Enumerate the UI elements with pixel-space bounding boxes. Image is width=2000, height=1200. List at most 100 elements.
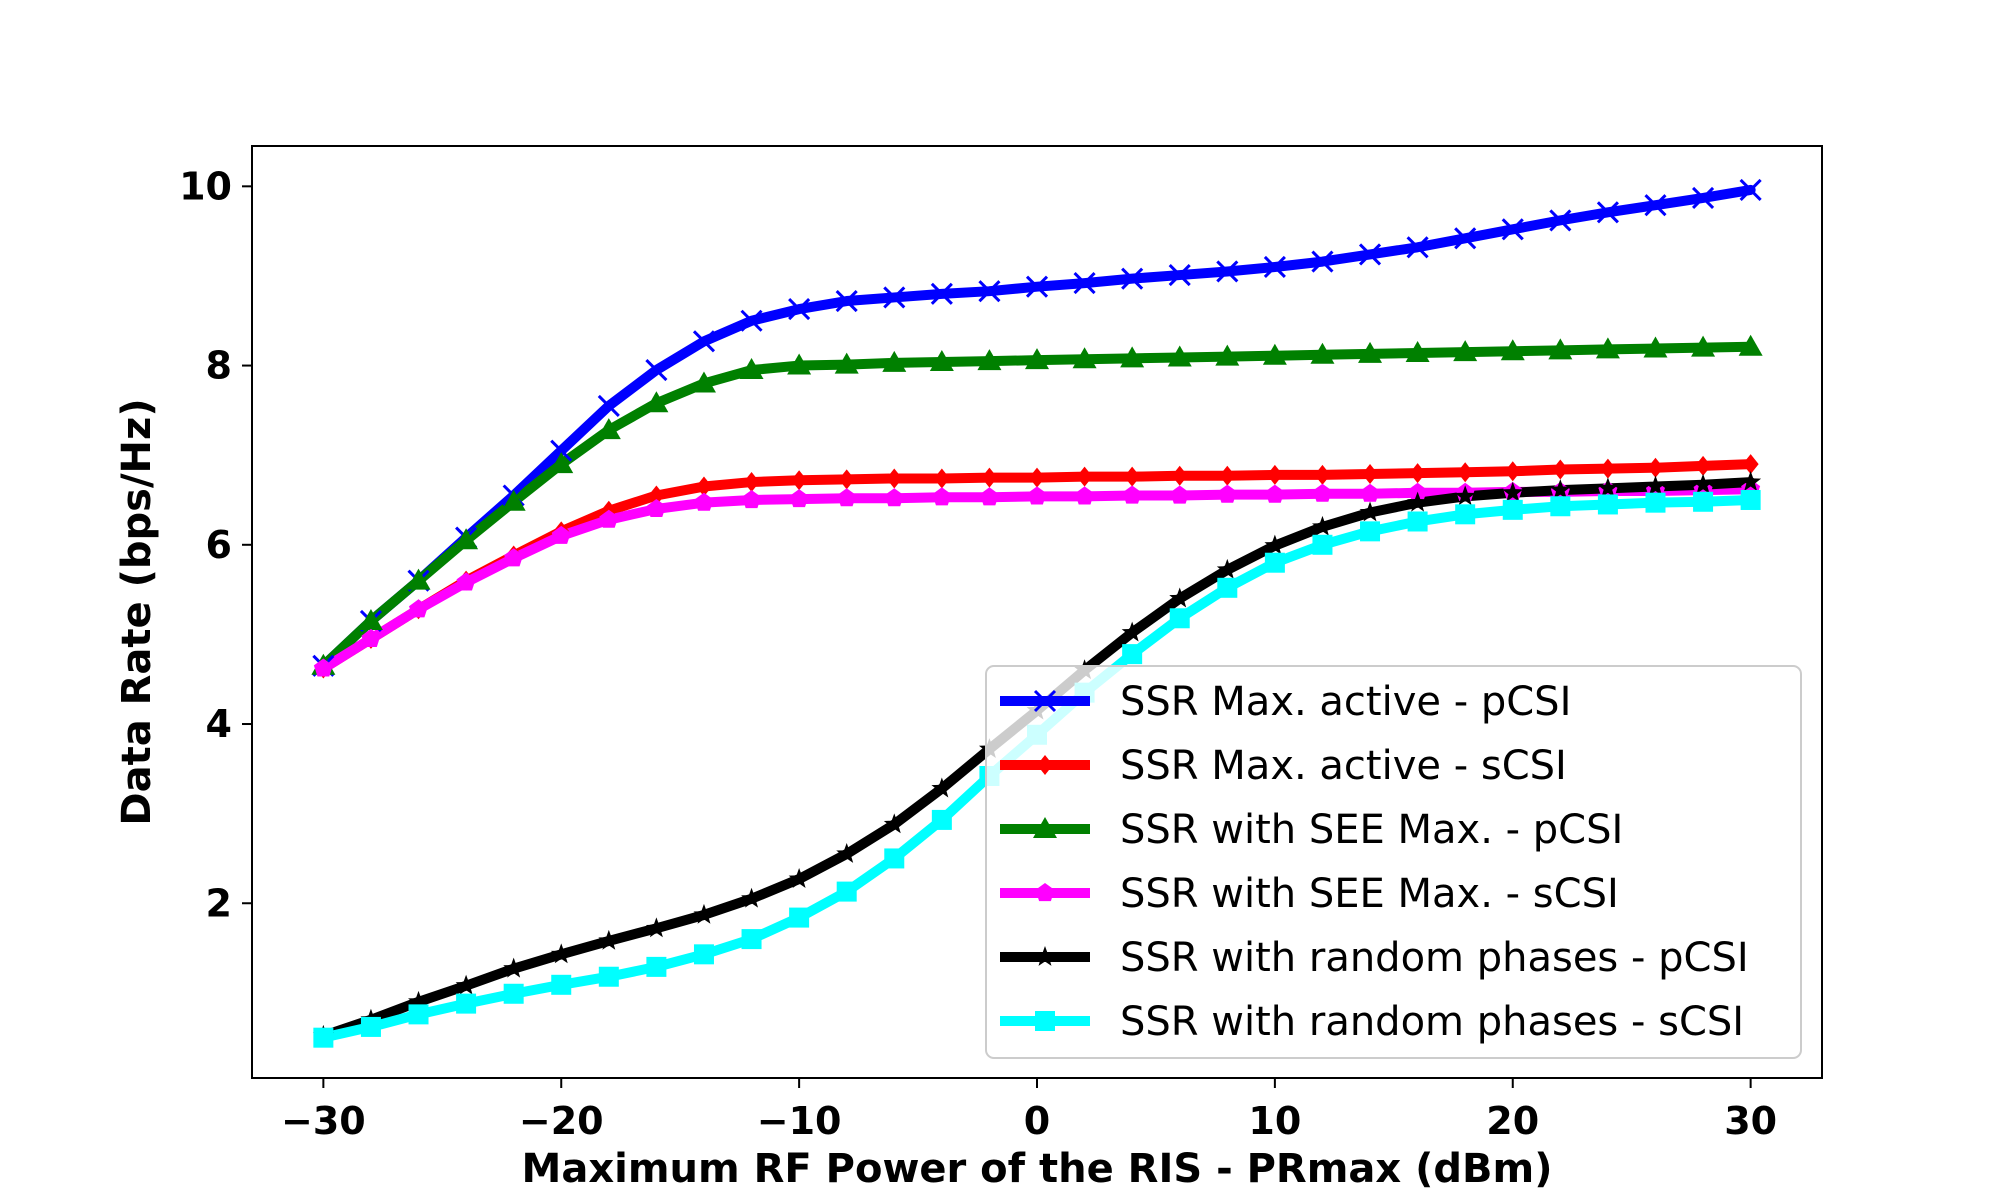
data-point — [693, 903, 715, 924]
data-point — [883, 286, 906, 309]
data-point — [978, 280, 1001, 303]
data-point — [1029, 467, 1045, 488]
data-point — [1691, 335, 1716, 357]
data-point — [1219, 465, 1236, 486]
data-point — [360, 1016, 381, 1037]
data-point — [691, 371, 716, 393]
data-point — [456, 993, 477, 1014]
data-point — [1264, 534, 1286, 555]
data-point — [1454, 485, 1476, 506]
data-point — [1409, 463, 1426, 484]
y-axis: 2 4 6 8 10 — [179, 164, 252, 925]
data-point — [1216, 260, 1239, 283]
data-point — [1692, 473, 1714, 494]
data-point — [648, 485, 665, 506]
y-axis-label: Data Rate (bps/Hz) — [114, 398, 160, 825]
data-point — [1262, 343, 1287, 365]
data-point — [645, 358, 668, 382]
data-point — [884, 488, 904, 507]
data-point — [930, 282, 953, 305]
x-axis: −30 −20 −10 0 10 20 30 — [281, 1078, 1777, 1143]
data-point — [1453, 340, 1478, 362]
data-point — [1310, 342, 1335, 364]
data-point — [1360, 483, 1380, 502]
data-point — [1121, 621, 1143, 642]
data-point — [1120, 346, 1145, 368]
data-point — [503, 983, 524, 1004]
data-point — [834, 352, 859, 374]
x-tick-label: 0 — [1024, 1099, 1050, 1143]
data-point — [596, 418, 621, 440]
data-point — [598, 966, 619, 987]
legend-label: SSR with random phases - pCSI — [1120, 935, 1749, 981]
data-point — [977, 349, 1002, 371]
data-point — [1025, 348, 1049, 370]
data-point — [361, 628, 381, 647]
x-axis-label: Maximum RF Power of the RIS - PRmax (dBm… — [522, 1146, 1553, 1192]
data-point — [836, 842, 858, 863]
data-point — [1738, 334, 1763, 356]
x-tick-label: −20 — [519, 1099, 604, 1143]
x-tick-label: −30 — [281, 1099, 366, 1143]
data-point — [1171, 465, 1188, 486]
data-point — [1455, 504, 1476, 525]
data-point — [1502, 481, 1524, 502]
data-point — [787, 353, 812, 375]
data-point — [406, 568, 431, 590]
data-point — [1645, 475, 1666, 496]
data-point — [503, 957, 525, 978]
data-point — [1076, 466, 1093, 487]
data-point — [1645, 492, 1666, 513]
data-point — [882, 350, 907, 372]
data-point — [409, 599, 429, 618]
x-tick-label: −10 — [757, 1099, 842, 1143]
legend-label: SSR Max. active - sCSI — [1120, 743, 1567, 789]
data-point — [1596, 201, 1619, 224]
legend-label: SSR with SEE Max. - sCSI — [1120, 871, 1619, 917]
data-point — [598, 929, 620, 950]
data-point — [1170, 485, 1190, 504]
y-tick-label: 4 — [206, 702, 232, 746]
data-point — [1407, 491, 1429, 512]
data-point — [408, 1004, 429, 1025]
data-point — [789, 907, 810, 928]
data-point — [931, 777, 953, 798]
data-point — [1217, 577, 1238, 598]
y-tick-label: 8 — [206, 344, 232, 388]
data-point — [1263, 255, 1286, 279]
data-point — [739, 358, 764, 380]
data-point — [501, 489, 526, 511]
data-point — [741, 887, 763, 908]
data-point — [1121, 267, 1144, 290]
data-point — [1264, 552, 1285, 573]
data-point — [788, 298, 811, 321]
data-point — [1312, 534, 1333, 555]
series-line-3 — [318, 484, 1756, 674]
data-point — [836, 881, 857, 902]
data-point — [1314, 464, 1331, 485]
data-point — [644, 391, 669, 413]
legend-entry: SSR Max. active - sCSI — [1000, 743, 1567, 789]
data-point — [1124, 466, 1141, 487]
series-line-0 — [318, 184, 1756, 671]
legend-label: SSR Max. active - pCSI — [1120, 679, 1571, 725]
data-point — [1265, 484, 1285, 503]
data-point — [835, 289, 858, 313]
data-point — [1405, 341, 1430, 363]
data-point — [597, 394, 620, 417]
data-point — [646, 498, 666, 518]
data-point — [695, 476, 712, 497]
data-point — [694, 492, 714, 511]
data-point — [929, 349, 954, 371]
data-point — [692, 330, 716, 353]
data-point — [788, 868, 810, 888]
data-point — [886, 468, 903, 489]
data-point — [1169, 608, 1190, 629]
data-point — [1362, 463, 1379, 484]
legend-entry: SSR with random phases - sCSI — [1000, 999, 1744, 1045]
data-point — [1312, 483, 1332, 502]
data-point — [838, 469, 855, 490]
data-point — [1027, 486, 1047, 505]
data-point — [1742, 454, 1759, 475]
data-point — [550, 943, 572, 964]
